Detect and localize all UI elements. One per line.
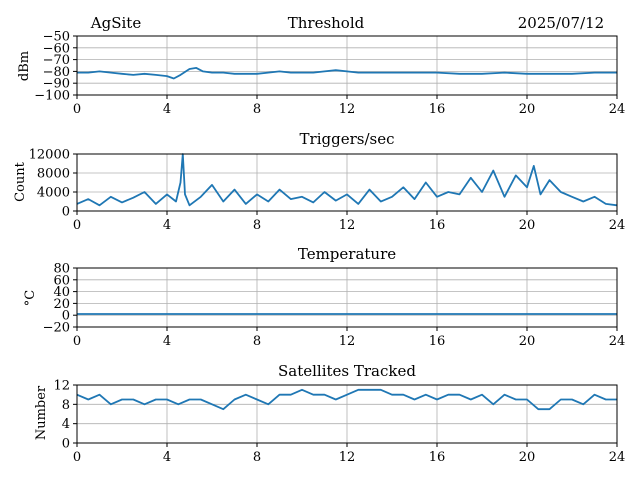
date-label: 2025/07/12 bbox=[518, 14, 604, 32]
x-tick-label: 0 bbox=[73, 102, 81, 117]
chart-title: Threshold bbox=[288, 14, 365, 32]
x-tick-label: 4 bbox=[163, 450, 171, 465]
y-axis-label: Number bbox=[34, 385, 49, 440]
y-axis-label: °C bbox=[23, 290, 38, 307]
y-tick-label: 8 bbox=[62, 398, 70, 413]
x-tick-label: 0 bbox=[73, 450, 81, 465]
x-tick-label: 12 bbox=[339, 102, 356, 117]
x-tick-label: 4 bbox=[163, 334, 171, 349]
x-tick-label: 24 bbox=[609, 450, 626, 465]
y-tick-label: 0 bbox=[62, 205, 70, 220]
y-tick-label: −80 bbox=[43, 65, 70, 80]
y-tick-label: 0 bbox=[62, 309, 70, 324]
x-tick-label: 8 bbox=[253, 102, 261, 117]
threshold-chart: Threshold dBm 0 4 8 12 16 20 24 −100−90−80−70−6… bbox=[17, 14, 625, 117]
y-axis-label: Count bbox=[13, 161, 28, 202]
y-tick-label: 60 bbox=[53, 273, 70, 288]
y-tick-label: −50 bbox=[43, 30, 70, 45]
x-tick-label: 20 bbox=[519, 334, 536, 349]
x-tick-label: 4 bbox=[163, 102, 171, 117]
y-tick-label: −20 bbox=[43, 321, 70, 336]
series-line bbox=[76, 388, 617, 411]
x-tick-label: 20 bbox=[519, 218, 536, 233]
chart-title: Satellites Tracked bbox=[278, 362, 416, 380]
y-tick-label: −100 bbox=[34, 89, 70, 104]
x-tick-label: 12 bbox=[339, 334, 356, 349]
x-tick-label: 8 bbox=[253, 218, 261, 233]
y-tick-label: −90 bbox=[43, 77, 70, 92]
y-tick-label: 0 bbox=[62, 437, 70, 452]
y-tick-label: 4 bbox=[62, 417, 70, 432]
x-tick-label: 16 bbox=[429, 102, 446, 117]
x-tick-label: 0 bbox=[73, 218, 81, 233]
x-tick-label: 16 bbox=[429, 334, 446, 349]
x-tick-label: 16 bbox=[429, 218, 446, 233]
x-tick-label: 24 bbox=[609, 218, 626, 233]
x-tick-label: 12 bbox=[339, 218, 356, 233]
x-tick-label: 20 bbox=[519, 450, 536, 465]
x-tick-label: 24 bbox=[609, 334, 626, 349]
series-line bbox=[77, 67, 617, 80]
y-tick-label: −60 bbox=[43, 41, 70, 56]
site-name: AgSite bbox=[90, 14, 142, 32]
satellites-chart: Satellites Tracked Number 0 4 8 12 16 20 24 0 4 8… bbox=[34, 362, 625, 465]
y-tick-label: 12 bbox=[53, 379, 70, 394]
x-tick-label: 0 bbox=[73, 334, 81, 349]
y-tick-label: 4000 bbox=[37, 186, 70, 201]
x-tick-label: 8 bbox=[253, 450, 261, 465]
x-tick-label: 16 bbox=[429, 450, 446, 465]
x-tick-label: 12 bbox=[339, 450, 356, 465]
y-tick-label: 20 bbox=[53, 297, 70, 312]
chart-title: Temperature bbox=[298, 245, 396, 263]
x-tick-label: 24 bbox=[609, 102, 626, 117]
y-tick-label: 40 bbox=[53, 285, 70, 300]
y-tick-label: 8000 bbox=[37, 167, 70, 182]
y-tick-label: 80 bbox=[53, 262, 70, 277]
y-axis-label: dBm bbox=[17, 51, 32, 81]
y-tick-label: −70 bbox=[43, 53, 70, 68]
chart-title: Triggers/sec bbox=[300, 130, 395, 148]
x-tick-label: 20 bbox=[519, 102, 536, 117]
x-tick-label: 4 bbox=[163, 218, 171, 233]
x-tick-label: 8 bbox=[253, 334, 261, 349]
y-tick-label: 12000 bbox=[29, 148, 70, 163]
triggers-chart: Triggers/sec Count 0 4 8 12 16 20 24 0 4000 8000 1… bbox=[13, 130, 625, 233]
series-line bbox=[76, 153, 618, 207]
